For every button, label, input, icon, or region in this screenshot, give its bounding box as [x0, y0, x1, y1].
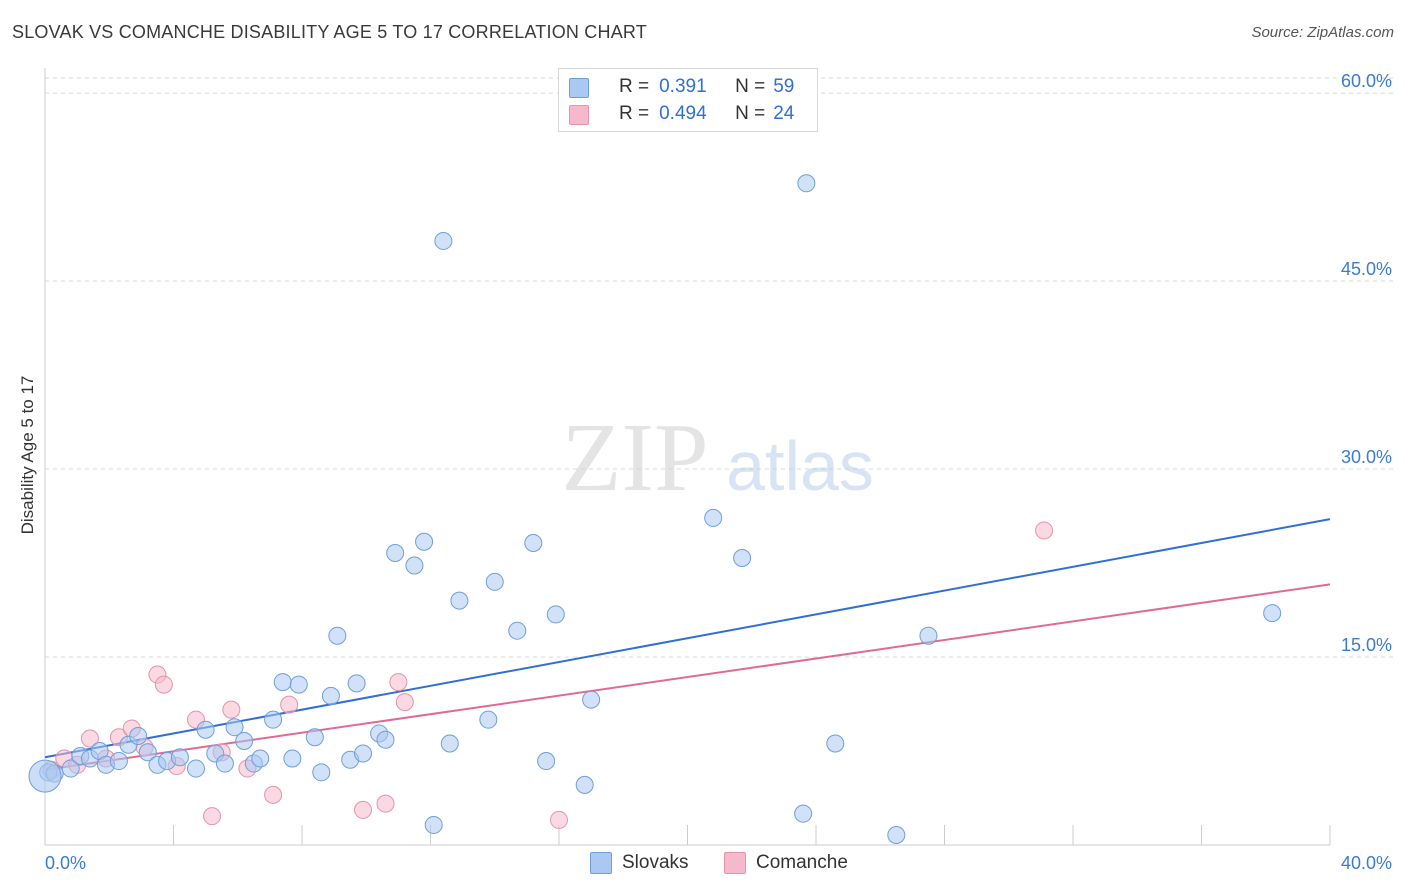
slovaks-point	[508, 621, 527, 640]
legend-label-comanche: Comanche	[756, 852, 848, 873]
slovaks-point	[273, 673, 292, 692]
comanche-point	[550, 810, 568, 829]
slovaks-point	[434, 231, 453, 250]
correlation-legend: R = 0.391 N = 59 R = 0.494 N = 24	[558, 68, 818, 132]
comanche-point	[264, 785, 283, 804]
y-tick-label: 30.0%	[1341, 447, 1392, 467]
slovaks-point	[479, 710, 498, 729]
slovaks-point	[919, 626, 938, 645]
slovaks-trend-line	[44, 518, 1331, 759]
slovaks-point	[129, 726, 148, 745]
slovaks-point	[328, 626, 347, 645]
slovaks-point	[582, 690, 601, 709]
n-value-slovaks: 59	[773, 76, 795, 97]
slovaks-point	[537, 752, 556, 771]
comanche-point	[389, 673, 408, 692]
slovaks-point	[186, 759, 205, 778]
r-value-comanche: 0.494	[659, 103, 707, 124]
slovaks-point	[415, 532, 434, 551]
slovaks-point	[826, 734, 845, 753]
trend-lines	[44, 518, 1331, 771]
y-tick-label: 15.0%	[1341, 635, 1392, 655]
slovaks-point	[170, 748, 189, 767]
series-legend: Slovaks Comanche	[0, 852, 1406, 878]
slovaks-point	[797, 174, 816, 193]
slovaks-point	[1263, 604, 1282, 623]
slovaks-point	[312, 763, 331, 782]
slovaks-point	[575, 775, 594, 794]
x-tick-label: 0.0%	[45, 853, 86, 873]
slovaks-point	[524, 533, 543, 552]
comanche-point	[80, 729, 99, 748]
legend-row-slovaks: R = 0.391 N = 59	[569, 74, 795, 100]
comanche-swatch	[569, 105, 589, 125]
comanche-legend-swatch	[724, 852, 746, 874]
slovaks-point	[251, 749, 270, 768]
slovaks-point	[321, 686, 340, 705]
legend-label-slovaks: Slovaks	[622, 852, 689, 873]
slovaks-point	[305, 728, 324, 747]
legend-row-comanche: R = 0.494 N = 24	[569, 101, 795, 127]
slovaks-point	[546, 605, 565, 624]
slovaks-point	[485, 572, 504, 591]
slovaks-point	[283, 749, 302, 768]
x-tick-label: 40.0%	[1341, 853, 1392, 873]
r-value-slovaks: 0.391	[659, 76, 707, 97]
slovaks-point	[887, 825, 906, 844]
watermark-atlas: atlas	[726, 427, 874, 505]
comanche-point	[203, 807, 222, 826]
tick-labels: 15.0% 30.0% 45.0% 60.0% 0.0% 40.0%	[45, 71, 1392, 873]
slovaks-point	[28, 759, 62, 793]
slovaks-legend-swatch	[590, 852, 612, 874]
slovaks-point	[196, 720, 215, 739]
n-label: N =	[735, 76, 766, 97]
n-label: N =	[735, 103, 766, 124]
slovaks-point	[225, 718, 244, 737]
comanche-point	[1035, 521, 1054, 540]
slovaks-point	[347, 674, 366, 693]
comanche-point	[354, 800, 373, 819]
slovaks-point	[109, 752, 128, 771]
slovaks-point	[440, 734, 459, 753]
slovaks-point	[289, 675, 308, 694]
comanche-point	[280, 695, 299, 714]
slovaks-point	[794, 804, 813, 823]
y-tick-label: 45.0%	[1341, 259, 1392, 279]
slovaks-point	[138, 743, 157, 762]
legend-item-comanche[interactable]: Comanche	[724, 852, 848, 874]
y-tick-label: 60.0%	[1341, 71, 1392, 91]
slovaks-point	[264, 710, 283, 729]
slovaks-point	[376, 730, 395, 749]
comanche-point	[376, 794, 395, 813]
data-points	[28, 174, 1282, 844]
slovaks-point	[235, 731, 254, 750]
comanche-point	[154, 675, 173, 694]
slovaks-swatch	[569, 78, 589, 98]
slovaks-point	[215, 754, 234, 773]
slovaks-point	[354, 744, 373, 763]
watermark-zip: ZIP	[562, 404, 709, 512]
watermark: ZIP atlas	[562, 404, 874, 512]
r-label: R =	[619, 103, 650, 124]
n-value-comanche: 24	[773, 103, 795, 124]
slovaks-point	[733, 549, 752, 568]
slovaks-point	[405, 556, 424, 575]
comanche-trend-line	[44, 583, 1331, 771]
comanche-point	[395, 693, 414, 712]
axes	[44, 68, 1331, 846]
slovaks-point	[450, 591, 469, 610]
gridlines	[45, 77, 1394, 658]
comanche-point	[222, 700, 241, 719]
r-label: R =	[619, 76, 650, 97]
legend-item-slovaks[interactable]: Slovaks	[590, 852, 689, 874]
slovaks-point	[61, 759, 80, 778]
chart-title: SLOVAK VS COMANCHE DISABILITY AGE 5 TO 1…	[12, 22, 647, 42]
slovaks-point	[386, 543, 405, 562]
slovaks-point	[424, 815, 443, 834]
slovaks-point	[704, 508, 723, 527]
source-label: Source: ZipAtlas.com	[1251, 24, 1394, 41]
